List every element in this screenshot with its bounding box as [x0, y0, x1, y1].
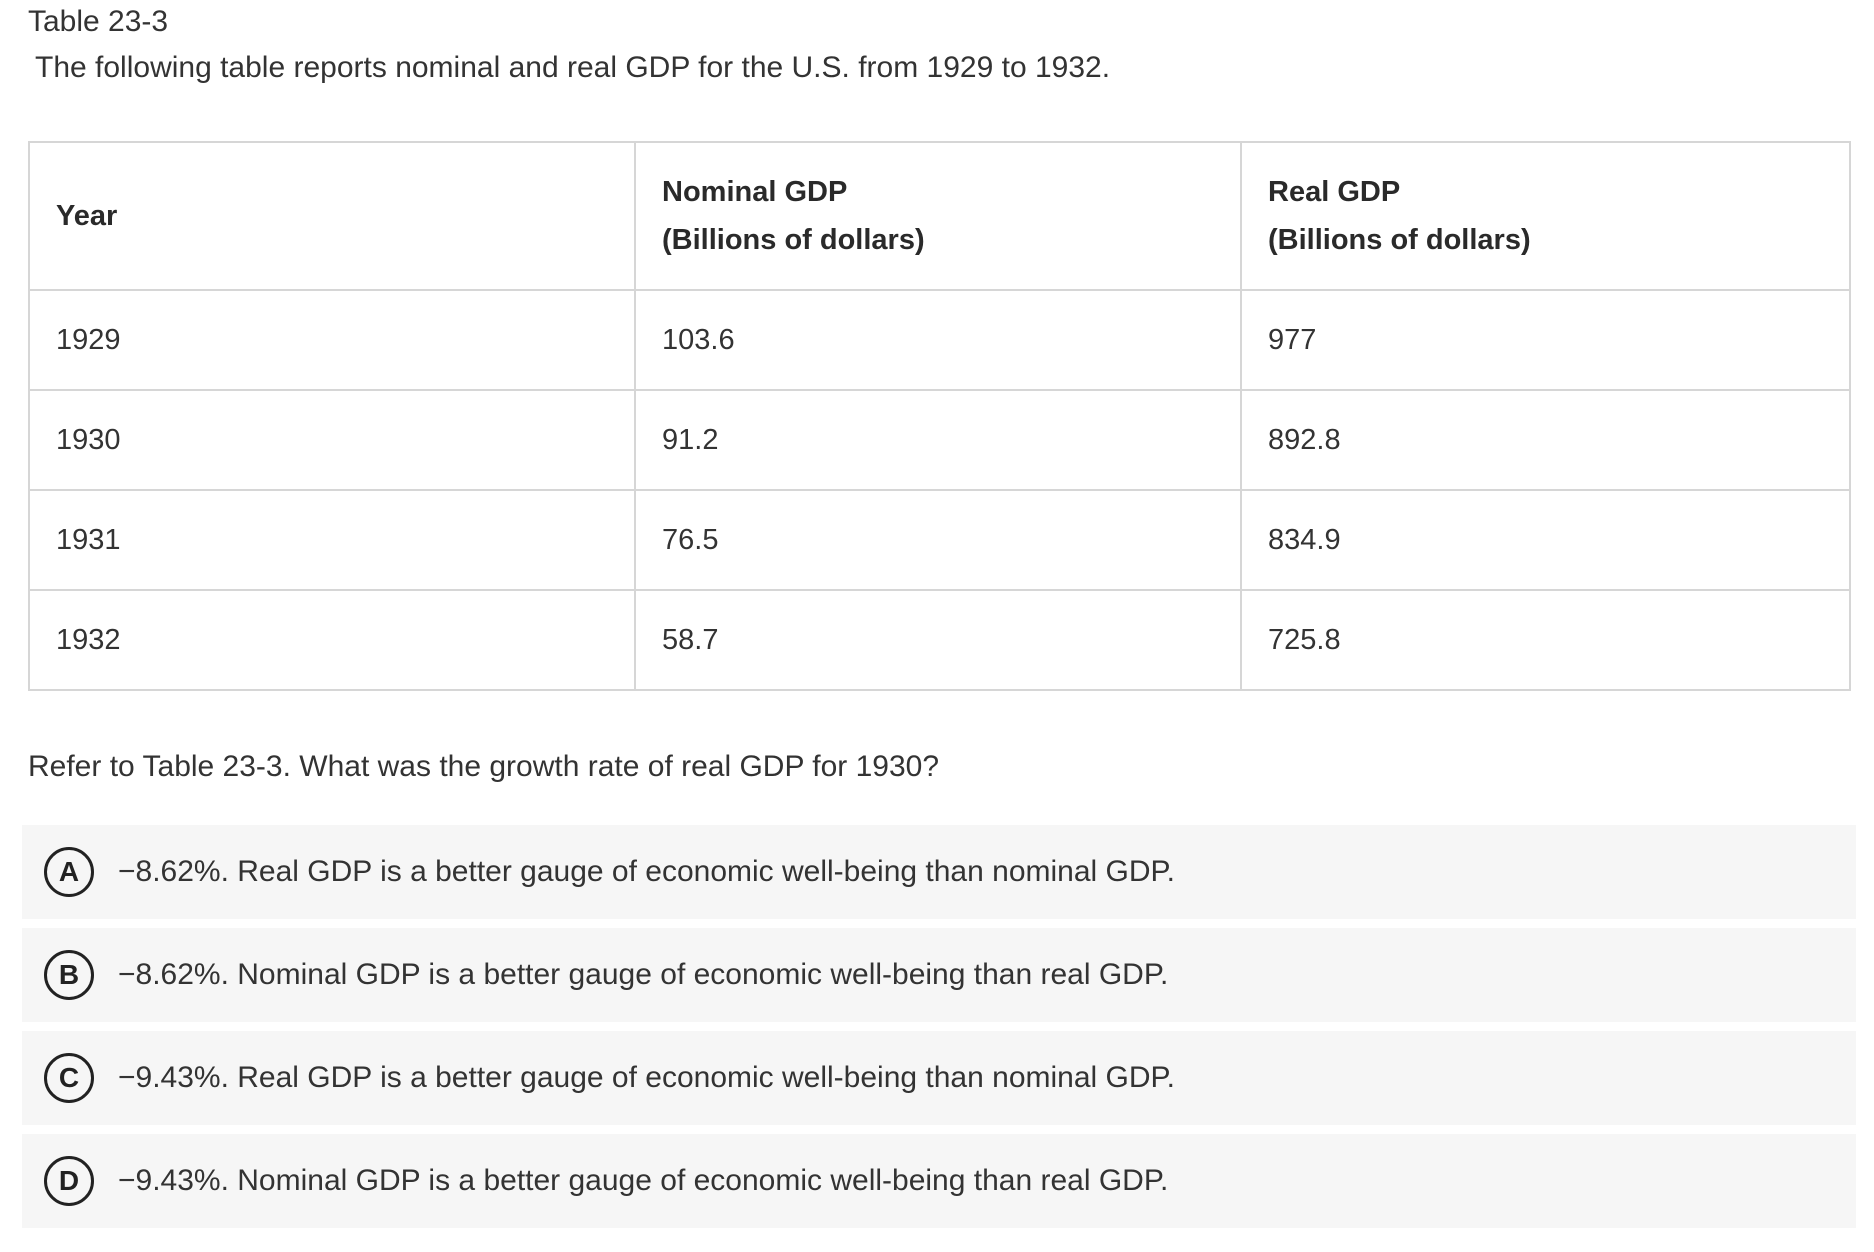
option-c[interactable]: C −9.43%. Real GDP is a better gauge of … [22, 1031, 1856, 1125]
option-d-letter: D [44, 1156, 94, 1206]
header-year: Year [28, 141, 636, 291]
cell-nominal-gdp: 76.5 [634, 489, 1242, 591]
header-nominal-gdp: Nominal GDP (Billions of dollars) [634, 141, 1242, 291]
header-real-gdp: Real GDP (Billions of dollars) [1240, 141, 1851, 291]
cell-real-gdp: 725.8 [1240, 589, 1851, 691]
option-d-text: −9.43%. Nominal GDP is a better gauge of… [118, 1164, 1169, 1197]
cell-year: 1930 [28, 389, 636, 491]
header-real-gdp-label: Real GDP [1268, 176, 1401, 208]
option-a[interactable]: A −8.62%. Real GDP is a better gauge of … [22, 825, 1856, 919]
question-text: Refer to Table 23-3. What was the growth… [28, 750, 940, 783]
option-b[interactable]: B −8.62%. Nominal GDP is a better gauge … [22, 928, 1856, 1022]
header-nominal-gdp-label: Nominal GDP [662, 176, 848, 208]
table-row: 1930 91.2 892.8 [28, 389, 1851, 491]
option-a-letter: A [44, 847, 94, 897]
header-year-label: Year [56, 200, 118, 232]
option-b-text: −8.62%. Nominal GDP is a better gauge of… [118, 958, 1169, 991]
cell-real-gdp: 892.8 [1240, 389, 1851, 491]
cell-real-gdp: 834.9 [1240, 489, 1851, 591]
header-real-gdp-unit: (Billions of dollars) [1268, 224, 1531, 256]
table-title: Table 23-3 [28, 5, 169, 38]
option-c-letter: C [44, 1053, 94, 1103]
cell-nominal-gdp: 58.7 [634, 589, 1242, 691]
answer-options: A −8.62%. Real GDP is a better gauge of … [22, 825, 1856, 1237]
option-a-text: −8.62%. Real GDP is a better gauge of ec… [118, 855, 1176, 888]
option-c-text: −9.43%. Real GDP is a better gauge of ec… [118, 1061, 1176, 1094]
cell-year: 1931 [28, 489, 636, 591]
table-row: 1932 58.7 725.8 [28, 589, 1851, 691]
option-b-letter: B [44, 950, 94, 1000]
header-nominal-gdp-unit: (Billions of dollars) [662, 224, 925, 256]
option-d[interactable]: D −9.43%. Nominal GDP is a better gauge … [22, 1134, 1856, 1228]
cell-year: 1929 [28, 289, 636, 391]
table-row: 1931 76.5 834.9 [28, 489, 1851, 591]
cell-real-gdp: 977 [1240, 289, 1851, 391]
cell-nominal-gdp: 91.2 [634, 389, 1242, 491]
table-row: 1929 103.6 977 [28, 289, 1851, 391]
table-header-row: Year Nominal GDP (Billions of dollars) R… [28, 141, 1851, 291]
table-intro: The following table reports nominal and … [35, 51, 1111, 84]
cell-year: 1932 [28, 589, 636, 691]
gdp-table: Year Nominal GDP (Billions of dollars) R… [28, 141, 1851, 691]
cell-nominal-gdp: 103.6 [634, 289, 1242, 391]
